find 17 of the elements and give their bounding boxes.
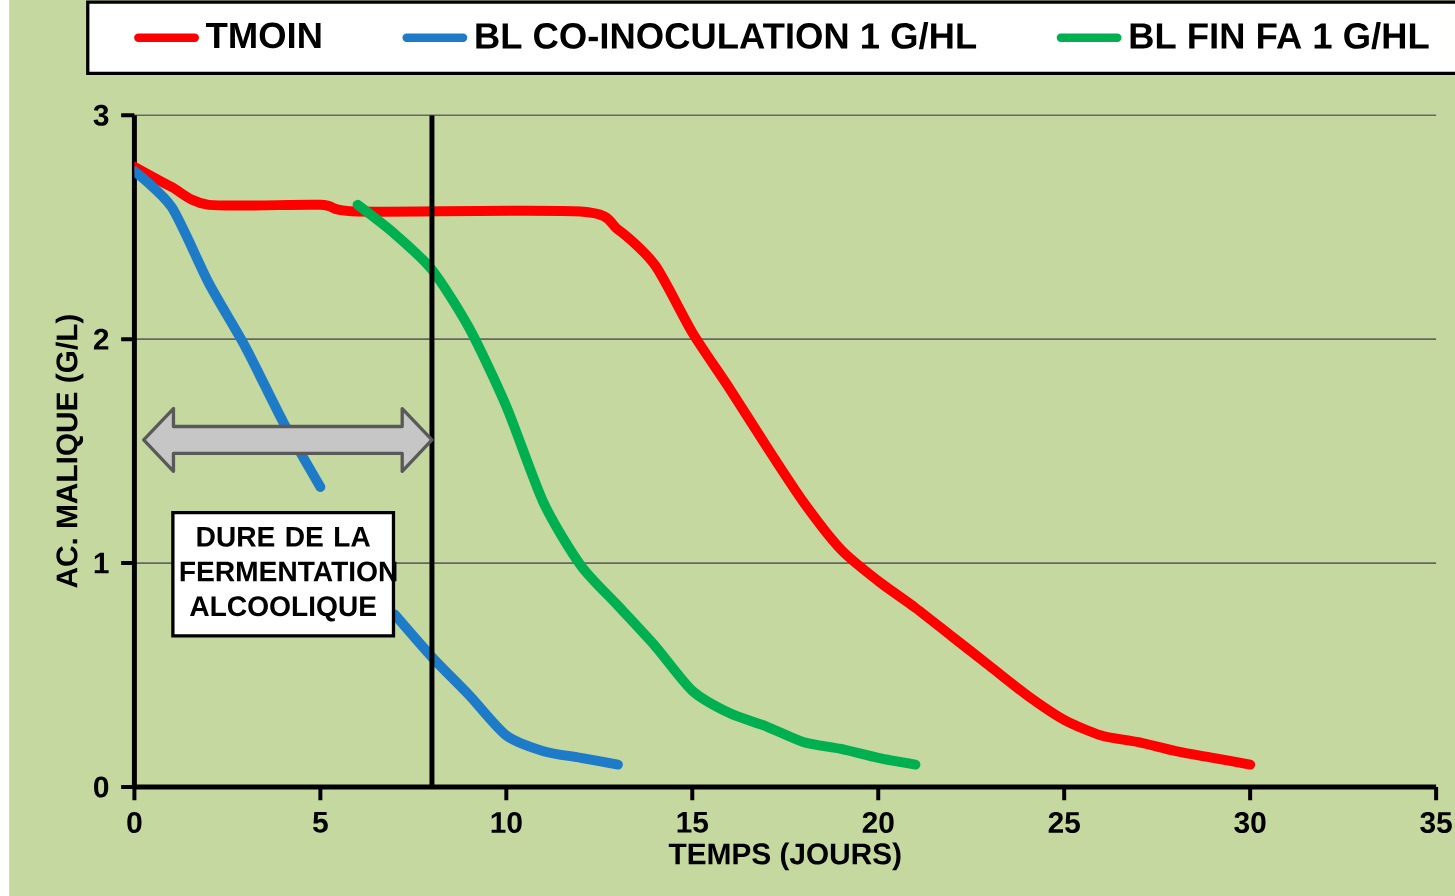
x-tick-label: 5 <box>313 811 328 833</box>
y-tick-label: 1 <box>94 552 109 574</box>
x-tick-label: 35 <box>1420 811 1452 833</box>
legend-label: TMOIN <box>206 22 321 49</box>
x-tick-label: 30 <box>1234 811 1266 833</box>
y-tick-label: 3 <box>93 104 109 126</box>
legend-label: BL CO-INOCULATION 1 G/HL <box>476 21 977 50</box>
y-tick-label: 0 <box>94 776 109 798</box>
x-tick-label: 25 <box>1048 811 1080 833</box>
x-tick-label: 0 <box>127 811 142 833</box>
x-tick-label: 15 <box>677 811 709 833</box>
x-tick-label: 20 <box>862 811 894 833</box>
y-axis-title: AC. MALIQUE (G/L) <box>55 315 84 588</box>
y-tick-label: 2 <box>93 328 109 350</box>
x-tick-label: 10 <box>491 811 522 833</box>
x-axis-title: TEMPS (JOURS) <box>668 842 901 871</box>
legend-label: BL FIN FA 1 G/HL <box>1130 21 1429 50</box>
